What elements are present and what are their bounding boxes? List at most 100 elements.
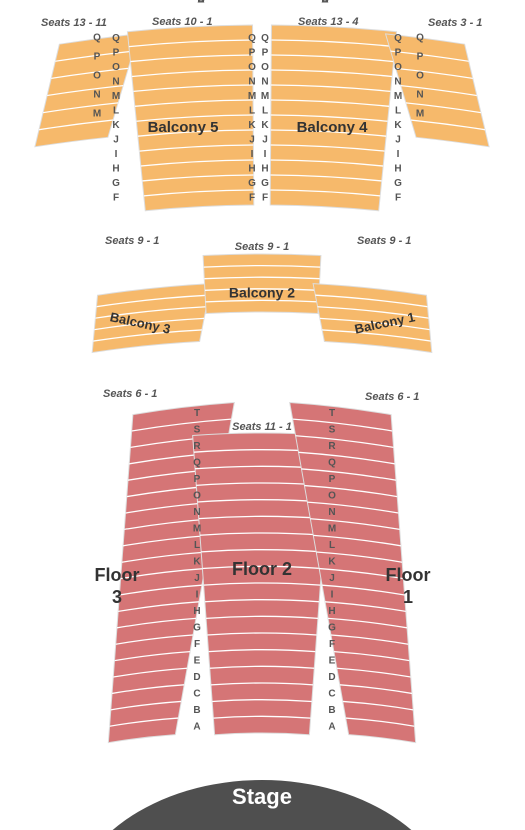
row-label: K xyxy=(193,557,201,568)
balc5-label: Balcony 5 xyxy=(148,119,219,136)
svg-text:K: K xyxy=(261,120,269,131)
stage-label: Stage xyxy=(232,784,292,809)
svg-text:E: E xyxy=(322,0,329,6)
svg-text:Q: Q xyxy=(416,33,424,44)
row-label: C xyxy=(328,689,335,700)
row-label: N xyxy=(328,507,335,518)
row-label: S xyxy=(194,425,201,436)
row-label: S xyxy=(329,425,336,436)
row-label: M xyxy=(193,524,201,535)
svg-text:3: 3 xyxy=(112,587,122,607)
row-label: F xyxy=(329,639,335,650)
balc5-seats: Seats 10 - 1 xyxy=(152,16,213,28)
svg-text:F: F xyxy=(262,193,268,204)
row-label: T xyxy=(329,408,335,419)
balc6-seats: Seats 13 - 11 xyxy=(41,17,107,29)
floor3-label: Floor xyxy=(95,565,140,585)
row-label: O xyxy=(328,491,336,502)
row-label: L xyxy=(194,540,200,551)
svg-text:O: O xyxy=(261,62,269,73)
svg-text:O: O xyxy=(394,62,402,73)
svg-text:P: P xyxy=(262,48,269,59)
row-label: F xyxy=(194,639,200,650)
svg-text:L: L xyxy=(113,106,119,117)
svg-text:H: H xyxy=(261,164,268,175)
row-label: T xyxy=(194,408,200,419)
svg-text:O: O xyxy=(248,62,256,73)
row-label: I xyxy=(331,590,334,601)
row-label: O xyxy=(193,491,201,502)
svg-text:L: L xyxy=(249,106,255,117)
floor3-seats: Seats 6 - 1 xyxy=(103,388,157,400)
svg-text:L: L xyxy=(262,106,268,117)
svg-text:N: N xyxy=(93,90,100,101)
balc4-label: Balcony 4 xyxy=(297,119,369,136)
svg-text:K: K xyxy=(394,120,402,131)
svg-text:J: J xyxy=(262,135,268,146)
svg-text:Q: Q xyxy=(93,33,101,44)
row-label: Q xyxy=(328,458,336,469)
row-label: M xyxy=(328,524,336,535)
floor1-seats: Seats 6 - 1 xyxy=(365,391,419,403)
row-label: N xyxy=(193,507,200,518)
svg-text:J: J xyxy=(395,135,401,146)
row-label: A xyxy=(328,722,335,733)
svg-text:J: J xyxy=(249,135,255,146)
row-label: C xyxy=(193,689,200,700)
row-label: L xyxy=(329,540,335,551)
row-label: D xyxy=(328,672,335,683)
svg-text:Q: Q xyxy=(261,33,269,44)
svg-text:P: P xyxy=(249,48,256,59)
svg-text:J: J xyxy=(113,135,119,146)
row-label: G xyxy=(328,623,336,634)
row-label: P xyxy=(194,474,201,485)
floor2-seats: Seats 11 - 1 xyxy=(232,421,292,433)
balc4[interactable] xyxy=(270,25,396,211)
svg-text:Q: Q xyxy=(248,33,256,44)
svg-text:I: I xyxy=(251,149,254,160)
row-label: A xyxy=(193,722,200,733)
svg-text:L: L xyxy=(395,106,401,117)
svg-text:H: H xyxy=(394,164,401,175)
svg-text:E: E xyxy=(198,0,205,6)
svg-text:G: G xyxy=(112,178,120,189)
svg-text:I: I xyxy=(115,149,118,160)
svg-text:F: F xyxy=(395,193,401,204)
svg-text:F: F xyxy=(113,193,119,204)
svg-text:O: O xyxy=(112,62,120,73)
svg-text:P: P xyxy=(417,52,424,63)
svg-text:K: K xyxy=(248,120,256,131)
row-label: Q xyxy=(193,458,201,469)
svg-text:O: O xyxy=(416,71,424,82)
svg-text:M: M xyxy=(112,91,120,102)
svg-text:N: N xyxy=(394,77,401,88)
svg-text:N: N xyxy=(416,90,423,101)
svg-text:M: M xyxy=(394,91,402,102)
row-label: B xyxy=(193,705,200,716)
floor2-label: Floor 2 xyxy=(232,559,292,579)
balc5[interactable] xyxy=(127,25,253,211)
balc7-seats: Seats 3 - 1 xyxy=(428,17,482,29)
svg-text:M: M xyxy=(416,109,424,120)
balc4-seats: Seats 13 - 4 xyxy=(298,16,359,28)
svg-text:H: H xyxy=(112,164,119,175)
seating-chart: StageFloor3Seats 6 - 1Floor 2Seats 11 - … xyxy=(0,0,525,830)
row-label: R xyxy=(193,441,201,452)
row-label: H xyxy=(193,606,200,617)
svg-text:G: G xyxy=(394,178,402,189)
svg-text:K: K xyxy=(112,120,120,131)
svg-text:G: G xyxy=(261,178,269,189)
svg-text:M: M xyxy=(93,109,101,120)
svg-text:M: M xyxy=(248,91,256,102)
row-label: E xyxy=(194,656,201,667)
balc2-label: Balcony 2 xyxy=(229,285,295,301)
svg-text:N: N xyxy=(112,77,119,88)
row-label: P xyxy=(329,474,336,485)
svg-text:G: G xyxy=(248,178,256,189)
svg-text:I: I xyxy=(264,149,267,160)
svg-text:N: N xyxy=(248,77,255,88)
row-label: I xyxy=(196,590,199,601)
balc3-seats: Seats 9 - 1 xyxy=(105,235,159,247)
svg-text:O: O xyxy=(93,71,101,82)
floor1-label: Floor xyxy=(386,565,431,585)
